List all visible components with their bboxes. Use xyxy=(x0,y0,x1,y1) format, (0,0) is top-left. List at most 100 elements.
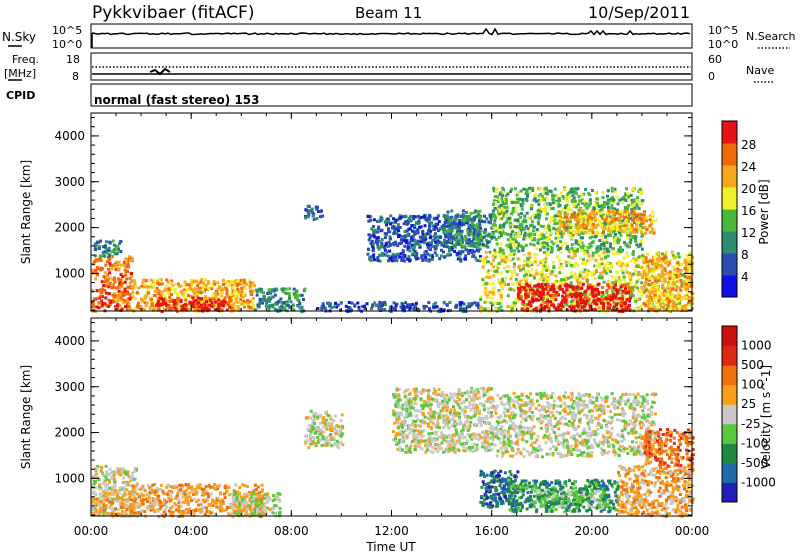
power-heatmap-cell xyxy=(648,269,652,273)
power-heatmap-cell xyxy=(385,244,388,248)
power-heatmap-cell xyxy=(280,301,284,304)
power-heatmap-cell xyxy=(222,287,226,291)
power-heatmap-cell xyxy=(611,297,614,301)
power-heatmap-cell xyxy=(536,288,540,292)
power-heatmap-cell xyxy=(292,287,296,291)
power-heatmap-cell xyxy=(497,262,501,266)
power-heatmap-cell xyxy=(617,251,621,255)
power-heatmap-cell xyxy=(588,236,592,240)
power-heatmap-cell xyxy=(664,253,667,257)
power-heatmap-cell xyxy=(652,296,656,300)
power-heatmap-cell xyxy=(528,284,532,288)
power-heatmap-cell xyxy=(445,214,449,218)
power-heatmap-cell xyxy=(554,228,558,232)
power-heatmap-cell xyxy=(576,249,579,253)
power-heatmap-cell xyxy=(525,263,529,267)
power-heatmap-cell xyxy=(579,256,583,260)
power-heatmap-cell xyxy=(618,213,622,217)
power-heatmap-cell xyxy=(544,210,548,214)
power-heatmap-cell xyxy=(657,301,661,305)
power-heatmap-cell xyxy=(620,197,624,201)
power-heatmap-cell xyxy=(424,234,428,238)
power-heatmap-cell xyxy=(195,303,199,307)
power-heatmap-cell xyxy=(599,298,602,301)
power-heatmap-cell xyxy=(663,267,667,271)
power-heatmap-cell xyxy=(454,223,458,227)
power-heatmap-cell xyxy=(406,246,410,250)
power-heatmap-cell xyxy=(650,214,654,218)
power-colorbar-tick-label: 4 xyxy=(741,270,749,284)
power-heatmap-cell xyxy=(100,299,104,303)
power-heatmap-cell xyxy=(393,230,397,234)
power-heatmap-cell xyxy=(523,218,527,222)
power-heatmap-cell xyxy=(624,291,628,295)
power-heatmap-cell xyxy=(596,297,600,301)
power-heatmap-cell xyxy=(264,304,268,308)
velocity-heatmap-cell xyxy=(135,515,139,519)
power-heatmap-cell xyxy=(554,298,558,302)
power-heatmap-cell xyxy=(603,247,607,251)
power-heatmap-cell xyxy=(196,301,200,305)
power-heatmap-cell xyxy=(577,202,580,206)
power-heatmap-cell xyxy=(434,301,438,305)
power-heatmap-cell xyxy=(208,298,212,302)
power-heatmap-cell xyxy=(388,235,392,239)
power-heatmap-cell xyxy=(564,241,568,245)
power-heatmap-cell xyxy=(567,230,570,234)
power-heatmap-cell xyxy=(519,228,523,232)
power-heatmap-cell xyxy=(546,244,550,248)
power-heatmap-cell xyxy=(608,233,612,237)
power-heatmap-cell xyxy=(412,216,416,220)
power-heatmap-cell xyxy=(569,220,572,224)
power-heatmap-cell xyxy=(619,301,623,305)
power-heatmap-cell xyxy=(685,262,689,266)
power-heatmap-cell xyxy=(175,302,179,306)
power-heatmap-cell xyxy=(578,213,582,217)
velocity-heatmap-cell xyxy=(118,486,122,490)
velocity-heatmap-cell xyxy=(109,507,113,511)
power-heatmap-cell xyxy=(103,288,107,292)
power-heatmap-cell xyxy=(573,214,577,218)
power-heatmap-cell xyxy=(387,254,391,258)
power-heatmap-cell xyxy=(117,289,121,293)
power-heatmap-cell xyxy=(371,249,375,253)
power-heatmap-cell xyxy=(507,305,511,308)
power-heatmap-cell xyxy=(652,228,656,232)
power-heatmap-cell xyxy=(436,222,440,226)
power-heatmap-cell xyxy=(583,262,587,265)
power-heatmap-cell xyxy=(383,303,387,307)
power-heatmap-cell xyxy=(612,200,616,204)
power-heatmap-cell xyxy=(618,225,622,229)
power-heatmap-cell xyxy=(556,255,560,259)
power-heatmap-cell xyxy=(500,258,504,262)
power-heatmap-cell xyxy=(548,203,552,207)
velocity-heatmap-cell xyxy=(132,477,136,481)
power-heatmap-cell xyxy=(178,284,181,288)
power-heatmap-cell xyxy=(220,294,224,298)
power-heatmap-cell xyxy=(479,298,483,301)
power-heatmap-cell xyxy=(509,235,513,239)
power-heatmap-cell xyxy=(561,220,565,224)
power-heatmap-cell xyxy=(395,259,399,263)
power-heatmap-cell xyxy=(621,297,624,301)
power-heatmap-cell xyxy=(572,248,576,252)
power-heatmap-cell xyxy=(593,225,597,228)
power-heatmap-cell xyxy=(505,270,509,273)
power-heatmap-cell xyxy=(619,223,622,227)
power-heatmap-cell xyxy=(644,277,648,281)
power-heatmap-cell xyxy=(119,298,123,302)
velocity-heatmap-cell xyxy=(105,483,109,487)
power-heatmap-cell xyxy=(671,265,675,269)
velocity-heatmap-cell xyxy=(91,483,95,487)
power-heatmap-cell xyxy=(545,186,548,190)
power-heatmap-cell xyxy=(611,252,615,256)
power-heatmap-cell xyxy=(581,209,585,213)
power-heatmap-cell xyxy=(542,250,546,254)
power-heatmap-cell xyxy=(660,257,664,261)
power-heatmap-cell xyxy=(543,236,547,240)
power-heatmap-cell xyxy=(607,206,610,209)
power-heatmap-cell xyxy=(580,247,584,251)
power-heatmap-cell xyxy=(113,264,117,267)
power-heatmap-cell xyxy=(616,202,620,206)
power-heatmap-cell xyxy=(401,250,405,254)
